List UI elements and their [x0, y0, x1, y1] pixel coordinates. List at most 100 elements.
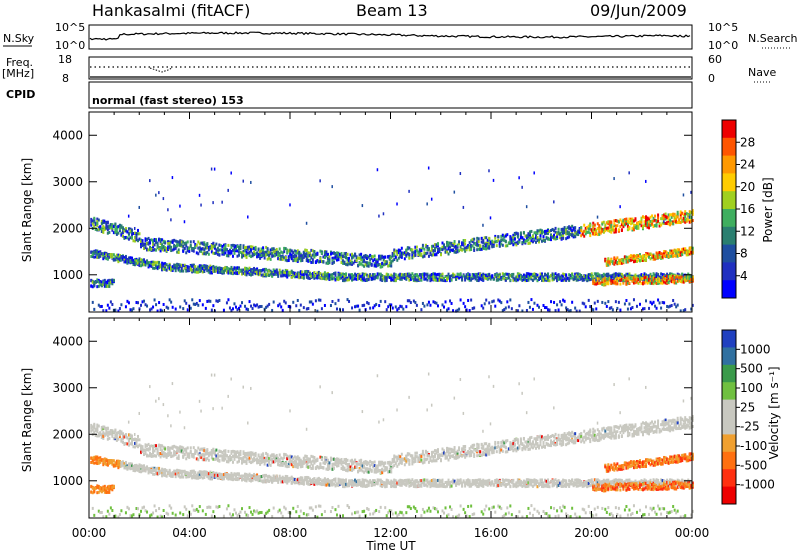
- power-cell: [409, 273, 412, 277]
- power-cell: [245, 271, 248, 275]
- power-cell: [550, 300, 553, 304]
- power-cell: [393, 276, 396, 280]
- power-cell: [465, 308, 468, 312]
- power-cell: [332, 256, 335, 260]
- power-cell: [673, 249, 676, 253]
- power-cell: [429, 279, 432, 283]
- power-cell: [616, 272, 619, 276]
- power-cell: [554, 276, 557, 280]
- power-cell: [571, 233, 574, 237]
- power-cell: [206, 243, 209, 247]
- power-cell: [225, 266, 228, 270]
- power-cell: [518, 274, 521, 278]
- power-cell: [661, 273, 664, 277]
- power-cell: [436, 242, 439, 246]
- velocity-cell: [106, 487, 109, 491]
- power-cell: [90, 223, 93, 227]
- velocity-cell: [108, 512, 111, 516]
- power-cell: [280, 274, 283, 278]
- power-cell: [197, 240, 200, 244]
- velocity-cell: [90, 456, 93, 460]
- power-cell: [177, 241, 180, 245]
- velocity-cell: [96, 458, 99, 462]
- power-cell: [632, 219, 635, 223]
- power-cell: [354, 259, 357, 263]
- power-cell: [482, 277, 485, 281]
- power-cell: [450, 301, 453, 305]
- power-cell: [138, 262, 141, 266]
- power-cell: [494, 274, 497, 278]
- velocity-cell: [97, 509, 100, 513]
- power-cell: [281, 272, 284, 276]
- power-cell: [158, 265, 161, 269]
- power-cell: [189, 243, 192, 247]
- power-cell: [669, 218, 672, 222]
- power-cell: [637, 278, 640, 282]
- power-cell: [143, 243, 146, 247]
- power-cell: [512, 239, 515, 243]
- power-cell: [369, 273, 372, 277]
- power-cell: [171, 240, 174, 244]
- power-cell: [180, 263, 183, 267]
- power-cell: [560, 278, 563, 282]
- power-cell: [430, 197, 433, 201]
- power-cell: [117, 257, 120, 261]
- power-cell: [382, 256, 385, 260]
- power-cell: [314, 299, 317, 303]
- power-cell: [329, 250, 332, 254]
- power-cell: [149, 248, 152, 252]
- power-cell: [562, 234, 565, 238]
- power-cell: [138, 205, 140, 209]
- velocity-cell: [102, 427, 105, 431]
- power-cell: [287, 258, 290, 262]
- power-cell: [690, 210, 693, 214]
- power-cell: [488, 246, 491, 250]
- nsky-label: N.Sky: [3, 32, 35, 45]
- power-cell: [295, 259, 298, 263]
- power-cell: [191, 247, 194, 251]
- power-cell: [688, 274, 691, 278]
- power-cell: [100, 284, 103, 288]
- power-cell: [94, 222, 97, 226]
- power-cell: [281, 308, 284, 312]
- power-cell: [412, 274, 415, 278]
- power-cell: [631, 276, 634, 280]
- power-cell: [504, 244, 507, 248]
- power-cell: [233, 302, 236, 306]
- power-cell: [335, 252, 338, 256]
- power-cell: [299, 259, 302, 263]
- velocity-cell: [91, 486, 94, 490]
- power-cell: [212, 304, 215, 308]
- power-cell: [672, 251, 675, 255]
- power-cell: [420, 276, 423, 280]
- power-cell: [292, 250, 295, 254]
- power-cell: [342, 275, 345, 279]
- power-cell: [540, 276, 543, 280]
- power-cell: [643, 224, 646, 228]
- power-cell: [93, 255, 96, 259]
- power-cell: [553, 300, 556, 304]
- power-cell: [441, 303, 444, 307]
- power-cell: [660, 306, 663, 310]
- power-cell: [387, 275, 390, 279]
- power-cell: [156, 241, 159, 245]
- power-cell: [462, 239, 465, 243]
- power-cell: [593, 231, 596, 235]
- power-cell: [354, 252, 357, 256]
- power-cell: [467, 298, 470, 302]
- power-cell: [186, 265, 189, 269]
- power-cell: [186, 240, 189, 244]
- power-cell: [394, 255, 397, 259]
- power-cell: [435, 244, 438, 248]
- power-cell: [681, 219, 684, 223]
- power-cell: [518, 238, 521, 242]
- power-cell: [251, 269, 254, 273]
- power-cell: [259, 256, 262, 260]
- velocity-cell: [115, 459, 118, 463]
- power-cell: [358, 256, 361, 260]
- power-cell: [186, 308, 189, 312]
- power-cell: [364, 278, 367, 282]
- power-cell: [194, 265, 197, 269]
- velocity-cell: [96, 425, 99, 429]
- power-cell: [503, 238, 506, 242]
